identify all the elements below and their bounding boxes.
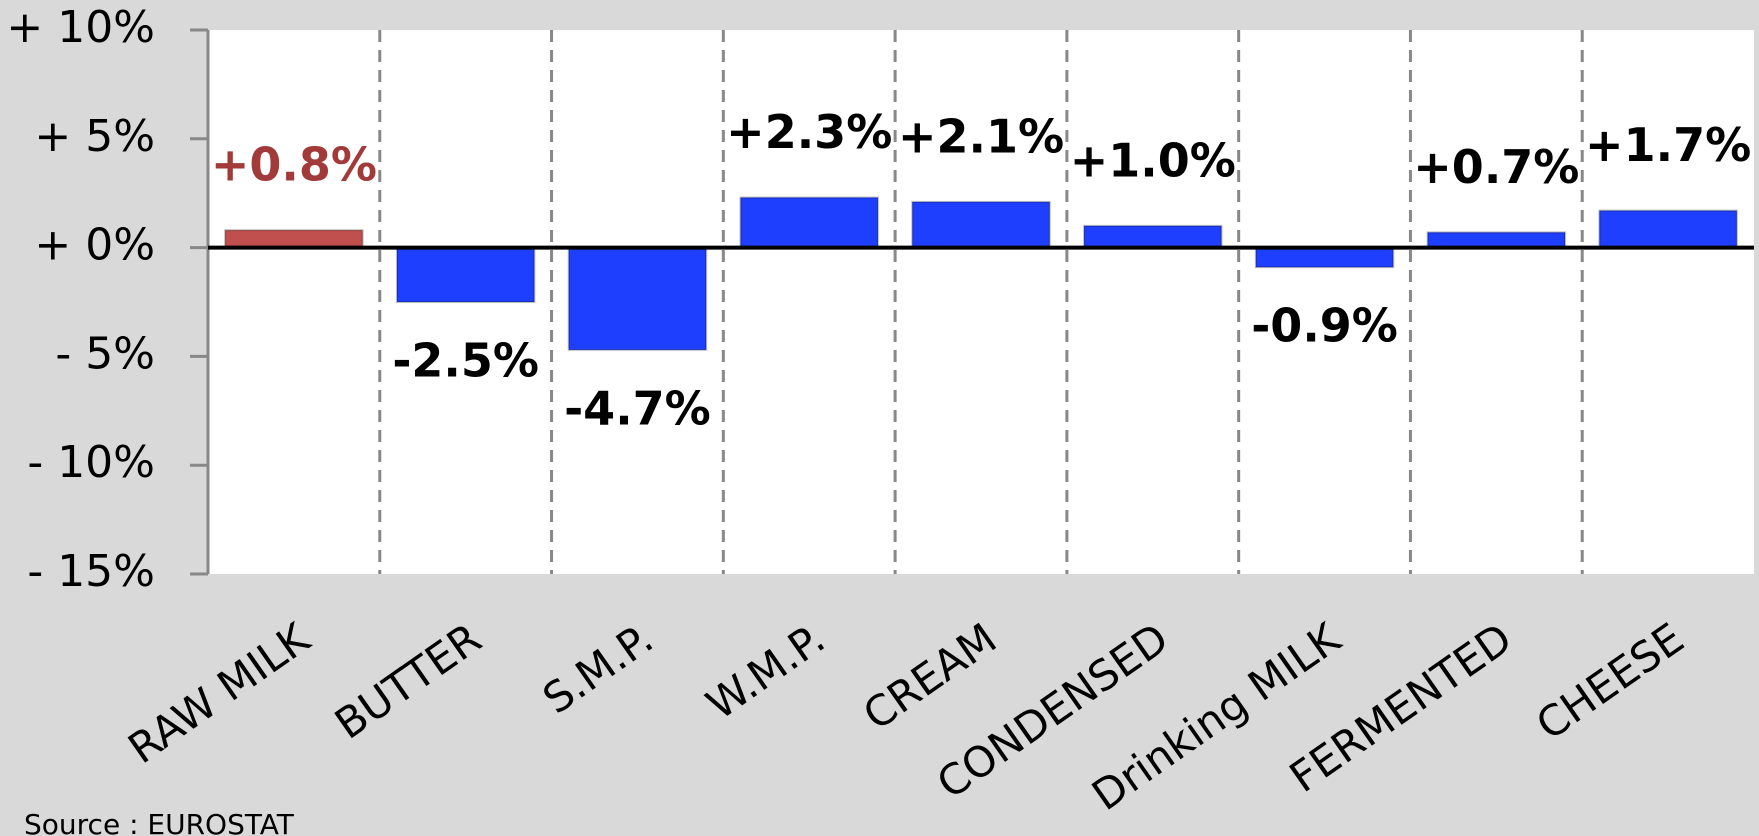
y-tick-label: - 10% xyxy=(27,437,155,488)
y-tick-label: - 5% xyxy=(55,328,155,379)
bar xyxy=(1254,246,1395,269)
value-label: -0.9% xyxy=(1251,299,1398,353)
bar xyxy=(1083,224,1223,249)
bar xyxy=(1426,231,1567,249)
value-label: +1.7% xyxy=(1585,118,1751,172)
bar xyxy=(739,196,879,249)
bar xyxy=(567,246,708,351)
y-tick-label: + 10% xyxy=(6,2,155,53)
value-label: -2.5% xyxy=(392,334,539,388)
bar xyxy=(395,246,536,304)
y-tick-label: + 0% xyxy=(34,220,155,271)
bar xyxy=(911,200,1051,249)
bar xyxy=(1598,209,1738,249)
y-tick-label: - 15% xyxy=(27,546,155,597)
y-tick-label: + 5% xyxy=(34,111,155,162)
bar xyxy=(224,229,364,249)
value-label: +1.0% xyxy=(1070,133,1236,187)
value-label: +2.1% xyxy=(898,109,1064,163)
source-note: Source : EUROSTAT xyxy=(24,808,295,836)
value-label: -4.7% xyxy=(564,381,711,435)
value-label: +2.3% xyxy=(726,105,892,159)
value-label: +0.8% xyxy=(211,138,377,192)
value-label: +0.7% xyxy=(1413,140,1579,194)
